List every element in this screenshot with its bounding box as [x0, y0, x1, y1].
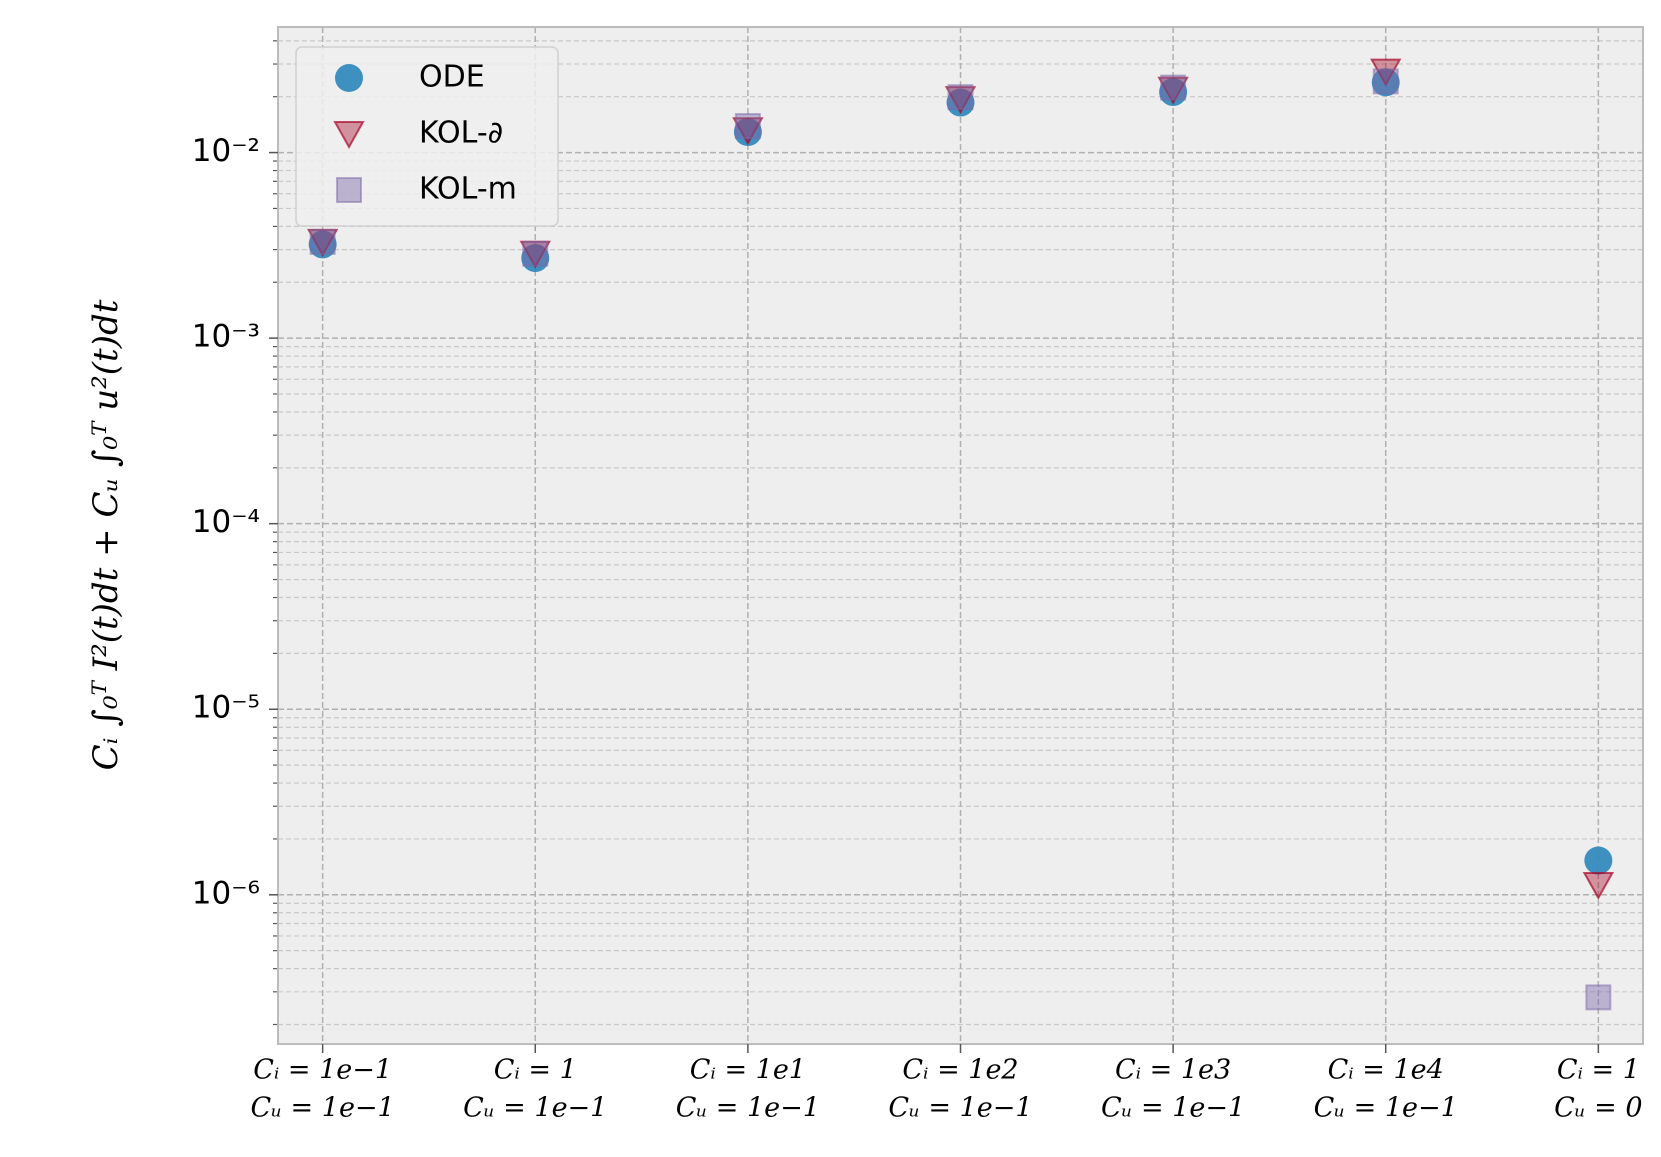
x-tick-label: Cᵢ = 1: [1557, 1055, 1640, 1086]
point: [947, 84, 974, 111]
y-tick-label: 10⁻³: [192, 319, 260, 355]
x-tick-label: Cᵢ = 1e4: [1328, 1055, 1444, 1086]
x-tick-label: Cᵢ = 1: [494, 1055, 577, 1086]
legend-marker: [336, 177, 362, 203]
point: [1370, 58, 1402, 87]
x-tick-label: Cᵤ = 1e−1: [1314, 1093, 1458, 1124]
x-tick-label: Cᵢ = 1e−1: [253, 1055, 392, 1086]
legend-label: ODE: [419, 60, 485, 95]
x-tick-label: Cᵢ = 1e1: [690, 1055, 806, 1086]
x-tick-label: Cᵤ = 1e−1: [676, 1093, 820, 1124]
legend-marker: [335, 64, 363, 92]
point: [1157, 76, 1189, 105]
point: [1160, 74, 1187, 101]
point: [1582, 871, 1615, 900]
legend-label: KOL-m: [419, 172, 517, 207]
point: [944, 86, 977, 115]
y-tick-label: 10⁻⁵: [192, 690, 260, 726]
y-tick-label: 10⁻⁴: [192, 504, 260, 540]
legend-marker: [333, 121, 365, 150]
point: [733, 118, 762, 147]
point: [1585, 984, 1612, 1011]
legend: ODE KOL-∂ KOL-m: [295, 46, 559, 227]
point: [308, 230, 337, 259]
point: [734, 113, 761, 140]
x-tick-label: Cᵢ = 1e3: [1115, 1055, 1231, 1086]
x-tick-label: Cᵤ = 1e−1: [463, 1093, 607, 1124]
y-tick-label: 10⁻²: [192, 133, 260, 169]
legend-label: KOL-∂: [419, 116, 503, 151]
x-tick-label: Cᵢ = 1e2: [902, 1055, 1018, 1086]
point: [309, 228, 336, 255]
x-tick-label: Cᵤ = 1e−1: [251, 1093, 395, 1124]
marks: [306, 58, 1615, 1011]
x-tick-label: Cᵤ = 1e−1: [1101, 1093, 1245, 1124]
point: [522, 240, 549, 267]
point: [1372, 68, 1399, 95]
point: [732, 117, 764, 146]
point: [1371, 68, 1400, 97]
y-axis-label: Cᵢ ∫₀ᵀ I²(t)dt + Cᵤ ∫₀ᵀ u²(t)dt: [86, 299, 126, 770]
x-tick-label: Cᵤ = 0: [1554, 1093, 1642, 1124]
point: [1584, 846, 1613, 875]
y-tick-label: 10⁻⁶: [192, 875, 260, 911]
x-tick-label: Cᵤ = 1e−1: [888, 1093, 1032, 1124]
